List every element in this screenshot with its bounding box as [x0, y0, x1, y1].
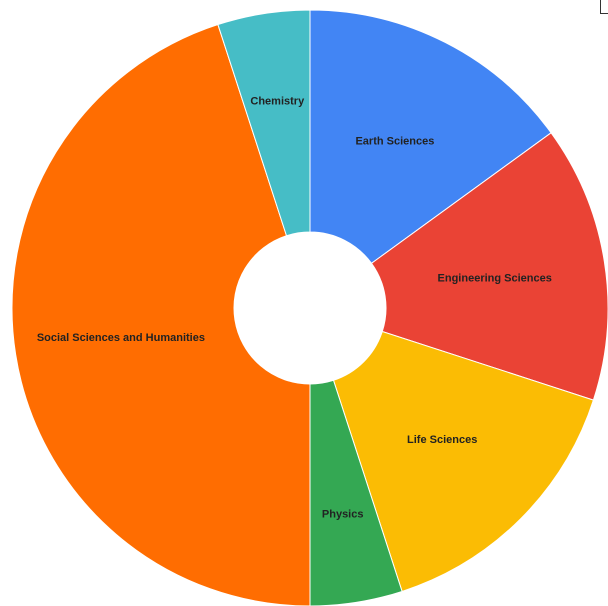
donut-hole	[234, 232, 386, 384]
slice-label-physics: Physics	[322, 509, 364, 521]
slice-label-earth-sciences: Earth Sciences	[355, 135, 434, 147]
slice-label-chemistry: Chemistry	[250, 95, 305, 107]
slice-label-life-sciences: Life Sciences	[407, 434, 477, 446]
slice-label-social-sciences-and-humanities: Social Sciences and Humanities	[37, 332, 205, 344]
slice-labels: Earth Sciences Engineering Sciences Life S…	[37, 95, 552, 520]
pie-slices	[11, 9, 608, 606]
slice-label-engineering-sciences: Engineering Sciences	[438, 273, 552, 285]
corner-bracket-icon	[600, 0, 608, 14]
